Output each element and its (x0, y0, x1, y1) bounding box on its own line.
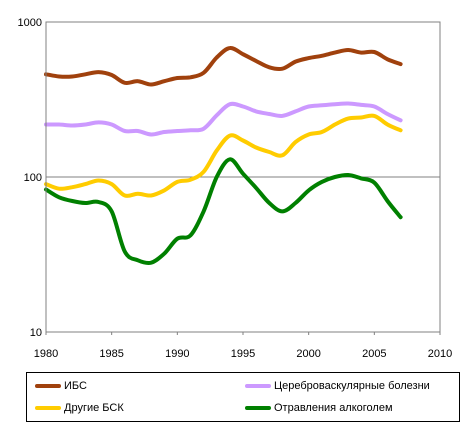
series-line-alcohol-poisoning (44, 157, 403, 266)
legend-item-ibs: ИБС (35, 380, 87, 392)
legend-item-alcohol-poisoning: Отравления алкоголем (245, 402, 393, 414)
axis-ticks: 10 100 1000 1980 1985 1990 1995 2000 2005 2010 (18, 17, 453, 360)
series-line-cerebrovascular (44, 101, 403, 137)
y-tick-label-1000: 1000 (18, 17, 42, 29)
legend-swatch-alcohol-poisoning (245, 406, 271, 410)
legend-label-other-bsk: Другие БСК (64, 402, 124, 414)
legend-swatch-other-bsk (35, 406, 61, 410)
x-tick-label-1990: 1990 (165, 348, 189, 360)
legend-label-alcohol-poisoning: Отравления алкоголем (274, 402, 393, 414)
legend-item-cerebrovascular: Цереброваскулярные болезни (245, 380, 430, 392)
x-tick-label-1995: 1995 (231, 348, 255, 360)
series-lines (44, 45, 403, 266)
legend-item-other-bsk: Другие БСК (35, 402, 124, 414)
y-tick-label-100: 100 (24, 172, 42, 184)
series-line-other-bsk (44, 113, 403, 198)
x-tick-label-2010: 2010 (428, 348, 452, 360)
x-tick-label-2000: 2000 (296, 348, 320, 360)
legend: ИБС Цереброваскулярные болезни Другие БС… (26, 372, 460, 422)
y-tick-label-10: 10 (30, 327, 42, 339)
legend-swatch-ibs (35, 384, 61, 388)
series-line-ibs (44, 45, 403, 87)
legend-label-cerebrovascular: Цереброваскулярные болезни (274, 380, 430, 392)
x-tick-label-2005: 2005 (362, 348, 386, 360)
legend-label-ibs: ИБС (64, 380, 87, 392)
x-tick-label-1985: 1985 (99, 348, 123, 360)
legend-swatch-cerebrovascular (245, 384, 271, 388)
x-tick-label-1980: 1980 (34, 348, 58, 360)
